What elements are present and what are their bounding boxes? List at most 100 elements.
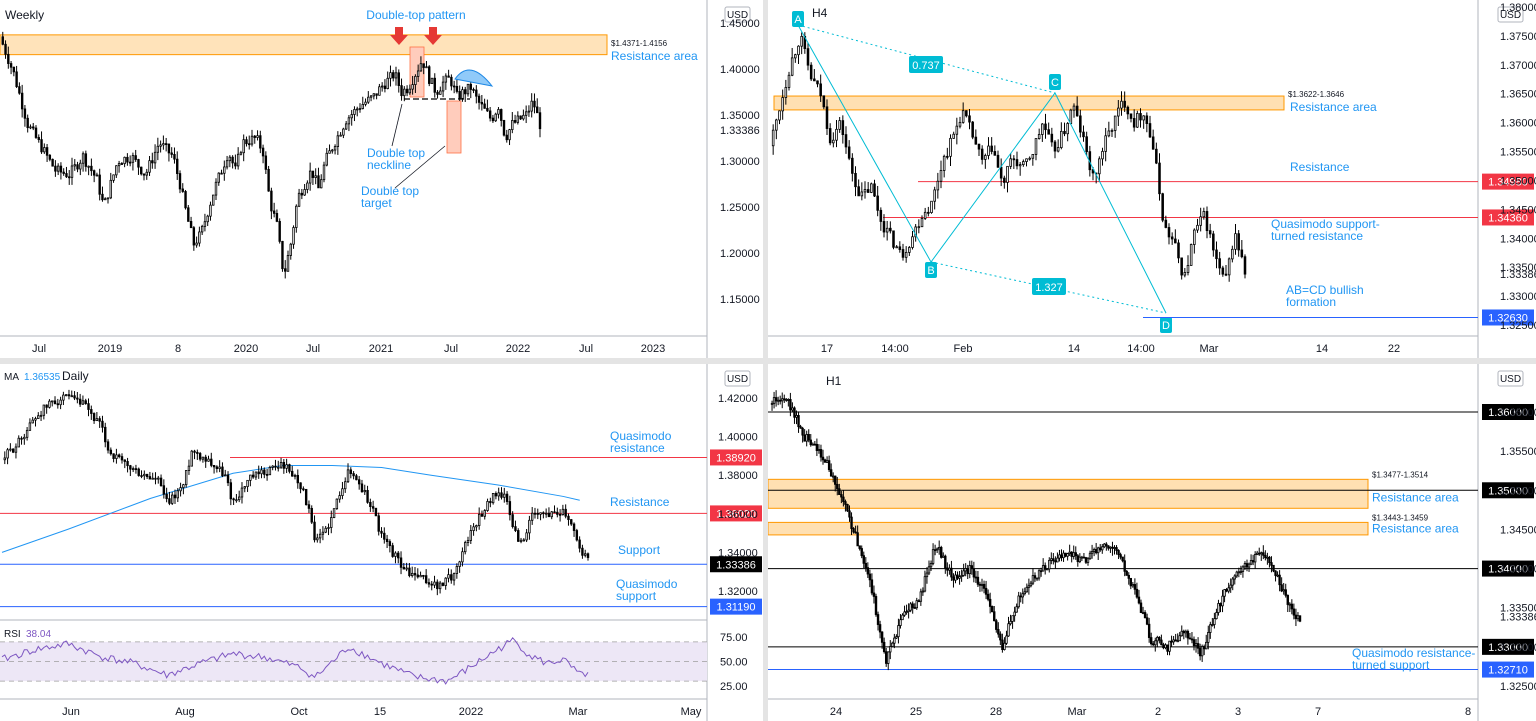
candle (168, 498, 171, 504)
level-price-label: 1.34000 (1488, 564, 1528, 576)
candle (342, 128, 345, 136)
candle (383, 85, 387, 89)
qm-label-2: turned resistance (1271, 229, 1363, 243)
candle (383, 532, 386, 540)
daily-chart[interactable]: 1.389201.360201.333861.31190Quasimodores… (0, 364, 763, 721)
candle (284, 268, 287, 272)
candle (270, 190, 273, 212)
candle (797, 45, 800, 56)
candle (984, 587, 988, 595)
candle (181, 188, 184, 192)
candle (271, 465, 274, 468)
candle (516, 115, 520, 123)
candle (458, 91, 461, 99)
y-tick-label: 1.33000 (1500, 291, 1536, 303)
zone-name-label: Resistance area (1372, 490, 1459, 504)
zone-range-label: $1.4371-1.4156 (611, 39, 668, 48)
candle (128, 161, 132, 164)
y-tick-label: 1.33000 (1500, 642, 1536, 654)
candle (416, 574, 419, 578)
y-tick-label: 1.38000 (1500, 2, 1536, 14)
candle (281, 240, 284, 270)
candle (522, 114, 525, 120)
candle (206, 215, 209, 223)
x-tick-label: 2023 (641, 343, 665, 355)
candle (34, 418, 37, 421)
candle (140, 475, 143, 477)
candle (360, 483, 364, 493)
candle (1177, 242, 1180, 259)
candle (179, 487, 182, 492)
candle (1178, 635, 1181, 642)
candle (1224, 273, 1228, 276)
candle (1019, 595, 1022, 598)
candle (37, 137, 40, 140)
currency-label: USD (727, 10, 748, 21)
candle (1062, 552, 1065, 559)
candle (338, 495, 341, 500)
zone-name-label: Resistance area (1290, 100, 1377, 114)
candle (165, 493, 168, 500)
candle (25, 429, 29, 438)
resistance-zone (768, 521, 1369, 536)
candle (942, 555, 945, 558)
candle (84, 400, 87, 405)
candle (530, 512, 534, 521)
candle (178, 173, 182, 190)
candle (854, 172, 857, 188)
candle (863, 189, 867, 193)
moving-average-line (1, 465, 580, 553)
candle (1189, 244, 1193, 266)
candle (192, 227, 196, 246)
x-tick-label: 2020 (234, 343, 258, 355)
candle (256, 135, 259, 138)
candle (778, 110, 781, 121)
candle (925, 572, 929, 578)
candle (866, 567, 870, 575)
candle (349, 469, 353, 474)
zone-range-label: $1.3443-1.3459 (1372, 513, 1429, 522)
candle (1149, 637, 1153, 645)
panel-title: Weekly (5, 8, 44, 22)
candle (159, 477, 163, 487)
candle (502, 120, 506, 136)
h1-chart-panel[interactable]: $1.3477-1.3514 Resistance area $1.3443-1.3… (768, 364, 1536, 721)
candle (500, 492, 503, 498)
candle (1164, 644, 1167, 649)
candle (12, 66, 16, 73)
candle (1037, 134, 1041, 139)
candle (363, 490, 366, 493)
candle (1132, 118, 1136, 128)
candle (246, 479, 249, 488)
candle (20, 92, 24, 110)
candle (162, 485, 166, 495)
candle (1158, 162, 1161, 195)
candle (1064, 552, 1067, 557)
weekly-chart-panel[interactable]: $1.4371-1.4156 Resistance area Double-top … (0, 0, 763, 358)
candle (260, 469, 263, 475)
candle (145, 171, 148, 176)
candle (868, 573, 872, 581)
candle (23, 436, 26, 440)
h4-chart-panel[interactable]: $1.3622-1.3646 Resistance area 1.34980 1.34… (768, 0, 1536, 358)
candle (920, 218, 924, 228)
candle (1172, 639, 1175, 643)
y-tick-label: 1.25000 (720, 202, 760, 214)
candle (14, 446, 18, 453)
candle (1119, 554, 1122, 558)
candle (1050, 558, 1053, 561)
candle (444, 75, 448, 83)
candle (405, 567, 408, 570)
candle (937, 547, 941, 550)
candle (112, 453, 115, 459)
candle (933, 189, 936, 202)
x-tick-label: 8 (1465, 706, 1471, 718)
daily-chart-panel[interactable]: 1.38920 1.36020 1.33386 1.31190 Quasimodo res… (0, 364, 763, 721)
candle (106, 197, 110, 200)
zone-range-label: $1.3622-1.3646 (1288, 90, 1345, 99)
candle (339, 134, 342, 137)
candle (1237, 233, 1240, 251)
